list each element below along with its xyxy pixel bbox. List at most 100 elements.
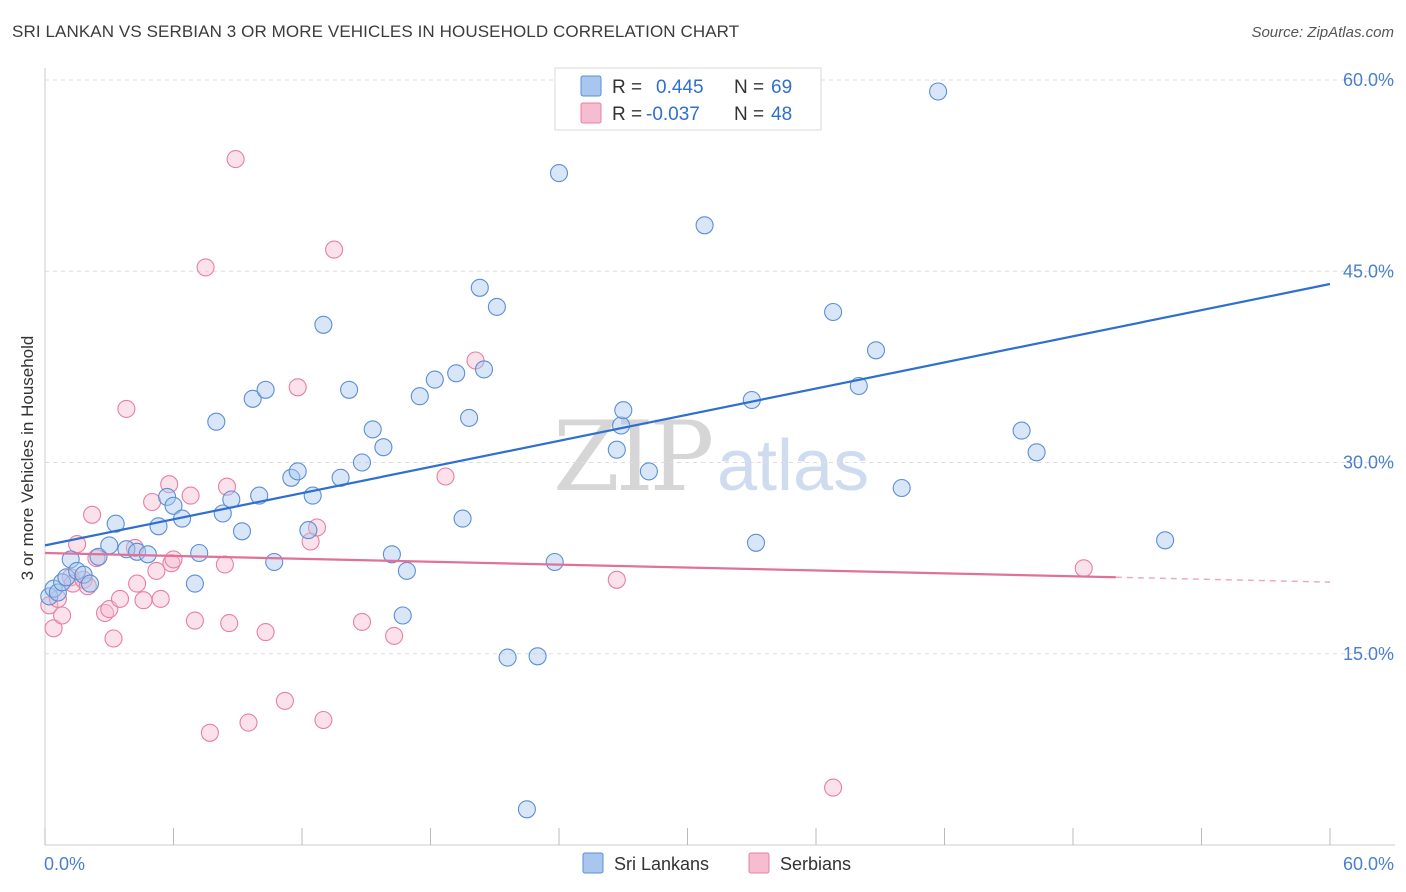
sri-lankans-point [410, 387, 429, 406]
sri-lankans-point [528, 647, 547, 666]
serbians-point [200, 723, 219, 742]
x-tick-label-max: 60.0% [1343, 854, 1394, 874]
legend-n-value-sri-lankans: 69 [771, 77, 792, 98]
sri-lankans-point [382, 545, 401, 564]
serbians-point [607, 570, 626, 589]
sri-lankans-point [447, 364, 466, 383]
trend-lines [44, 282, 1331, 583]
bottom-legend-label-serbians: Serbians [780, 854, 851, 874]
serbians-point [151, 589, 170, 608]
y-tick-label: 30.0% [1343, 453, 1394, 473]
sri-lankans-point [288, 462, 307, 481]
sri-lankans-point [89, 547, 108, 566]
serbians-point [1074, 559, 1093, 578]
sri-lankans-point [453, 509, 472, 528]
serbians-point [220, 614, 239, 633]
correlation-legend: R = 0.445 N = 69 R = -0.037 N = 48 [554, 67, 822, 131]
sri-lankans-point [1012, 421, 1031, 440]
serbians-point [104, 629, 123, 648]
serbians-point [78, 577, 97, 596]
y-tick-label: 15.0% [1343, 644, 1394, 664]
serbians-point [436, 467, 455, 486]
sri-lankans-point [892, 478, 911, 498]
sri-lankans-point [824, 302, 843, 322]
sri-lankans-trend-line [44, 282, 1331, 547]
serbians-point [117, 399, 136, 418]
serbians-point [239, 713, 258, 732]
bottom-legend-label-sri-lankans: Sri Lankans [614, 854, 709, 874]
legend-swatch-serbians [580, 102, 602, 124]
watermark: ZIP atlas [553, 401, 869, 513]
x-tick-label-min: 0.0% [44, 854, 85, 874]
sri-lankans-point [282, 468, 301, 487]
sri-lankans-point [549, 164, 569, 183]
watermark-zip: ZIP [553, 401, 712, 513]
serbians-point [275, 691, 294, 710]
legend-r-label-sri-lankans: R = [612, 77, 642, 98]
serbians-point [110, 589, 130, 608]
serbians-point [352, 612, 372, 631]
serbians-point [824, 778, 843, 797]
serbians-trend-line [44, 551, 1116, 579]
sri-lankans-point [614, 401, 633, 420]
y-tick-labels: 15.0% 30.0% 45.0% 60.0% [1343, 70, 1394, 664]
serbians-point [185, 611, 204, 630]
source-credit: Source: ZipAtlas.com [1251, 24, 1394, 41]
serbians-point [164, 550, 183, 569]
series-legend: Sri Lankans Serbians [582, 852, 851, 874]
legend-n-value-serbians: 48 [771, 104, 792, 125]
sri-lankans-point [639, 462, 658, 481]
sri-lankans-point [517, 800, 536, 819]
sri-lankans-point [612, 416, 631, 435]
sri-lankans-point [474, 360, 494, 379]
serbians-point [181, 486, 200, 505]
sri-lankans-point [498, 648, 517, 667]
serbians-point [134, 591, 153, 610]
sri-lankans-point [100, 536, 119, 555]
sri-lankans-point [340, 380, 359, 399]
serbians-point [325, 240, 344, 259]
sri-lankans-point [80, 574, 100, 593]
sri-lankans-point [48, 583, 67, 602]
serbians-point [256, 623, 275, 642]
sri-lankans-point [866, 341, 886, 360]
sri-lankans-point [106, 514, 125, 533]
bottom-legend-swatch-serbians [748, 852, 770, 874]
bottom-legend-swatch-sri-lankans [582, 852, 604, 874]
sri-lankans-point [256, 380, 275, 399]
sri-lankans-point [314, 315, 333, 334]
sri-lankans-point [117, 540, 136, 559]
sri-lankans-point [460, 408, 479, 427]
legend-r-value-serbians: -0.037 [646, 104, 700, 125]
serbians-point [226, 150, 245, 169]
legend-r-label-serbians: R = [612, 104, 642, 125]
sri-lankans-point [363, 420, 382, 439]
x-tick-labels: 0.0% 60.0% [44, 854, 1394, 874]
chart-title: SRI LANKAN VS SERBIAN 3 OR MORE VEHICLES… [12, 22, 740, 41]
sri-lankans-point [185, 574, 204, 593]
sri-lankans-point [393, 606, 412, 625]
serbians-point [143, 492, 162, 512]
sri-lankans-point [487, 297, 506, 316]
watermark-atlas: atlas [717, 426, 869, 506]
serbians-trend-extension [1115, 576, 1331, 583]
sri-lankans-point [61, 550, 80, 569]
sri-lankans-point [232, 522, 252, 541]
sri-lankans-point [190, 543, 209, 563]
sri-lankans-point [265, 552, 284, 572]
serbians-point [196, 258, 215, 277]
y-tick-label: 60.0% [1343, 70, 1394, 90]
sri-lankans-point [374, 438, 393, 457]
serbians-point [215, 555, 234, 574]
legend-n-label-sri-lankans: N = [734, 77, 764, 98]
sri-lankans-point [1027, 443, 1046, 462]
sri-lankans-point [299, 521, 318, 540]
serbians-point [53, 606, 72, 625]
sri-lankans-point [352, 453, 372, 472]
sri-lankans-point [545, 552, 564, 572]
sri-lankans-point [607, 440, 626, 459]
sri-lankans-point [57, 568, 76, 587]
serbians-point [147, 561, 166, 580]
axes [44, 68, 1395, 846]
